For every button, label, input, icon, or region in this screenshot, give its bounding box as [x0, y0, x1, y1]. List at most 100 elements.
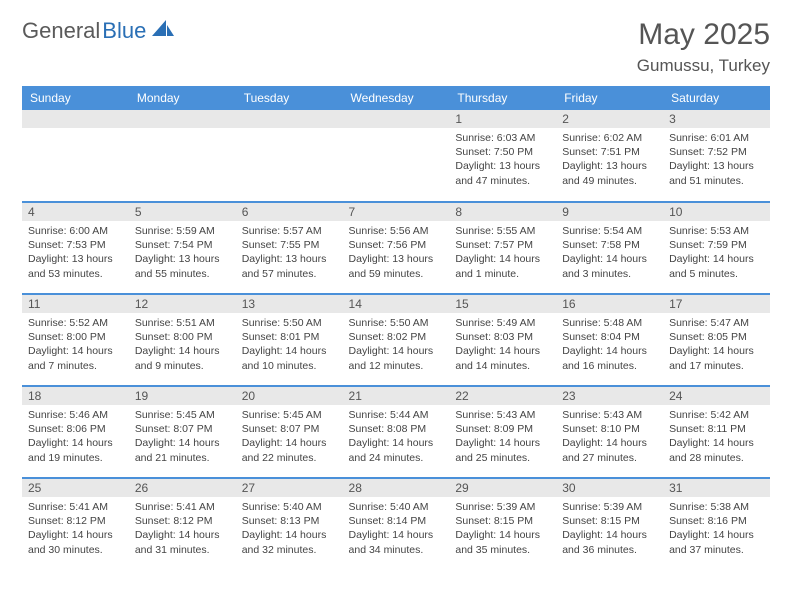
calendar-week-row: 11Sunrise: 5:52 AMSunset: 8:00 PMDayligh…	[22, 294, 770, 386]
calendar-week-row: 25Sunrise: 5:41 AMSunset: 8:12 PMDayligh…	[22, 478, 770, 570]
calendar-day-cell: 12Sunrise: 5:51 AMSunset: 8:00 PMDayligh…	[129, 294, 236, 386]
sunset-text: Sunset: 8:00 PM	[135, 330, 230, 344]
calendar-day-cell	[22, 110, 129, 202]
day-details: Sunrise: 5:48 AMSunset: 8:04 PMDaylight:…	[556, 313, 663, 377]
day-details: Sunrise: 5:50 AMSunset: 8:01 PMDaylight:…	[236, 313, 343, 377]
sunset-text: Sunset: 8:14 PM	[349, 514, 444, 528]
day-details: Sunrise: 5:43 AMSunset: 8:10 PMDaylight:…	[556, 405, 663, 469]
sunset-text: Sunset: 8:07 PM	[242, 422, 337, 436]
sunset-text: Sunset: 8:10 PM	[562, 422, 657, 436]
header: GeneralBlue May 2025 Gumussu, Turkey	[22, 18, 770, 76]
sunset-text: Sunset: 8:13 PM	[242, 514, 337, 528]
sunrise-text: Sunrise: 5:45 AM	[135, 408, 230, 422]
day-number: 6	[236, 203, 343, 221]
weekday-header: Tuesday	[236, 86, 343, 110]
calendar-week-row: 1Sunrise: 6:03 AMSunset: 7:50 PMDaylight…	[22, 110, 770, 202]
sunrise-text: Sunrise: 5:50 AM	[349, 316, 444, 330]
day-number: 21	[343, 387, 450, 405]
day-details: Sunrise: 5:39 AMSunset: 8:15 PMDaylight:…	[556, 497, 663, 561]
sunset-text: Sunset: 8:02 PM	[349, 330, 444, 344]
daylight-text: Daylight: 14 hours and 9 minutes.	[135, 344, 230, 372]
sunrise-text: Sunrise: 5:38 AM	[669, 500, 764, 514]
daylight-text: Daylight: 14 hours and 32 minutes.	[242, 528, 337, 556]
daylight-text: Daylight: 14 hours and 10 minutes.	[242, 344, 337, 372]
day-number: 9	[556, 203, 663, 221]
day-details: Sunrise: 5:40 AMSunset: 8:13 PMDaylight:…	[236, 497, 343, 561]
daylight-text: Daylight: 13 hours and 59 minutes.	[349, 252, 444, 280]
sunset-text: Sunset: 7:59 PM	[669, 238, 764, 252]
sunrise-text: Sunrise: 5:43 AM	[562, 408, 657, 422]
sunset-text: Sunset: 8:12 PM	[135, 514, 230, 528]
calendar-day-cell: 16Sunrise: 5:48 AMSunset: 8:04 PMDayligh…	[556, 294, 663, 386]
sunset-text: Sunset: 8:06 PM	[28, 422, 123, 436]
calendar-day-cell: 3Sunrise: 6:01 AMSunset: 7:52 PMDaylight…	[663, 110, 770, 202]
calendar-day-cell: 27Sunrise: 5:40 AMSunset: 8:13 PMDayligh…	[236, 478, 343, 570]
day-number: 27	[236, 479, 343, 497]
sunrise-text: Sunrise: 5:46 AM	[28, 408, 123, 422]
sunset-text: Sunset: 7:50 PM	[455, 145, 550, 159]
day-number: 14	[343, 295, 450, 313]
sunrise-text: Sunrise: 5:47 AM	[669, 316, 764, 330]
weekday-header: Monday	[129, 86, 236, 110]
daylight-text: Daylight: 13 hours and 49 minutes.	[562, 159, 657, 187]
sunset-text: Sunset: 8:04 PM	[562, 330, 657, 344]
day-details: Sunrise: 6:02 AMSunset: 7:51 PMDaylight:…	[556, 128, 663, 192]
sunrise-text: Sunrise: 5:54 AM	[562, 224, 657, 238]
calendar-day-cell	[129, 110, 236, 202]
calendar-day-cell	[236, 110, 343, 202]
sunset-text: Sunset: 8:07 PM	[135, 422, 230, 436]
daylight-text: Daylight: 14 hours and 19 minutes.	[28, 436, 123, 464]
day-number: 17	[663, 295, 770, 313]
day-details: Sunrise: 6:01 AMSunset: 7:52 PMDaylight:…	[663, 128, 770, 192]
daylight-text: Daylight: 14 hours and 35 minutes.	[455, 528, 550, 556]
sunrise-text: Sunrise: 5:53 AM	[669, 224, 764, 238]
brand-part1: General	[22, 18, 100, 44]
day-number	[343, 110, 450, 128]
sunset-text: Sunset: 7:57 PM	[455, 238, 550, 252]
day-details: Sunrise: 5:49 AMSunset: 8:03 PMDaylight:…	[449, 313, 556, 377]
sunrise-text: Sunrise: 5:49 AM	[455, 316, 550, 330]
day-details: Sunrise: 5:38 AMSunset: 8:16 PMDaylight:…	[663, 497, 770, 561]
daylight-text: Daylight: 14 hours and 34 minutes.	[349, 528, 444, 556]
sunrise-text: Sunrise: 5:55 AM	[455, 224, 550, 238]
daylight-text: Daylight: 14 hours and 17 minutes.	[669, 344, 764, 372]
brand-part2: Blue	[102, 18, 146, 44]
calendar-day-cell: 9Sunrise: 5:54 AMSunset: 7:58 PMDaylight…	[556, 202, 663, 294]
day-number: 26	[129, 479, 236, 497]
sunrise-text: Sunrise: 5:48 AM	[562, 316, 657, 330]
daylight-text: Daylight: 14 hours and 16 minutes.	[562, 344, 657, 372]
sunrise-text: Sunrise: 5:41 AM	[135, 500, 230, 514]
day-details: Sunrise: 5:46 AMSunset: 8:06 PMDaylight:…	[22, 405, 129, 469]
day-number: 19	[129, 387, 236, 405]
day-details: Sunrise: 5:43 AMSunset: 8:09 PMDaylight:…	[449, 405, 556, 469]
calendar-day-cell: 7Sunrise: 5:56 AMSunset: 7:56 PMDaylight…	[343, 202, 450, 294]
calendar-day-cell: 10Sunrise: 5:53 AMSunset: 7:59 PMDayligh…	[663, 202, 770, 294]
day-number: 20	[236, 387, 343, 405]
day-number: 11	[22, 295, 129, 313]
sunset-text: Sunset: 7:58 PM	[562, 238, 657, 252]
daylight-text: Daylight: 14 hours and 21 minutes.	[135, 436, 230, 464]
location-label: Gumussu, Turkey	[637, 56, 770, 76]
sunrise-text: Sunrise: 6:03 AM	[455, 131, 550, 145]
calendar-day-cell: 18Sunrise: 5:46 AMSunset: 8:06 PMDayligh…	[22, 386, 129, 478]
sunrise-text: Sunrise: 6:00 AM	[28, 224, 123, 238]
calendar-day-cell: 8Sunrise: 5:55 AMSunset: 7:57 PMDaylight…	[449, 202, 556, 294]
sunrise-text: Sunrise: 5:43 AM	[455, 408, 550, 422]
day-number: 23	[556, 387, 663, 405]
calendar-day-cell: 31Sunrise: 5:38 AMSunset: 8:16 PMDayligh…	[663, 478, 770, 570]
day-number: 30	[556, 479, 663, 497]
day-details: Sunrise: 5:51 AMSunset: 8:00 PMDaylight:…	[129, 313, 236, 377]
sunrise-text: Sunrise: 5:39 AM	[455, 500, 550, 514]
daylight-text: Daylight: 14 hours and 7 minutes.	[28, 344, 123, 372]
day-details: Sunrise: 5:53 AMSunset: 7:59 PMDaylight:…	[663, 221, 770, 285]
brand-logo: GeneralBlue	[22, 18, 174, 44]
calendar-day-cell: 25Sunrise: 5:41 AMSunset: 8:12 PMDayligh…	[22, 478, 129, 570]
day-details: Sunrise: 5:39 AMSunset: 8:15 PMDaylight:…	[449, 497, 556, 561]
day-details: Sunrise: 5:45 AMSunset: 8:07 PMDaylight:…	[236, 405, 343, 469]
daylight-text: Daylight: 14 hours and 28 minutes.	[669, 436, 764, 464]
sunrise-text: Sunrise: 5:39 AM	[562, 500, 657, 514]
day-number: 4	[22, 203, 129, 221]
day-number: 3	[663, 110, 770, 128]
day-number: 5	[129, 203, 236, 221]
sunset-text: Sunset: 8:03 PM	[455, 330, 550, 344]
